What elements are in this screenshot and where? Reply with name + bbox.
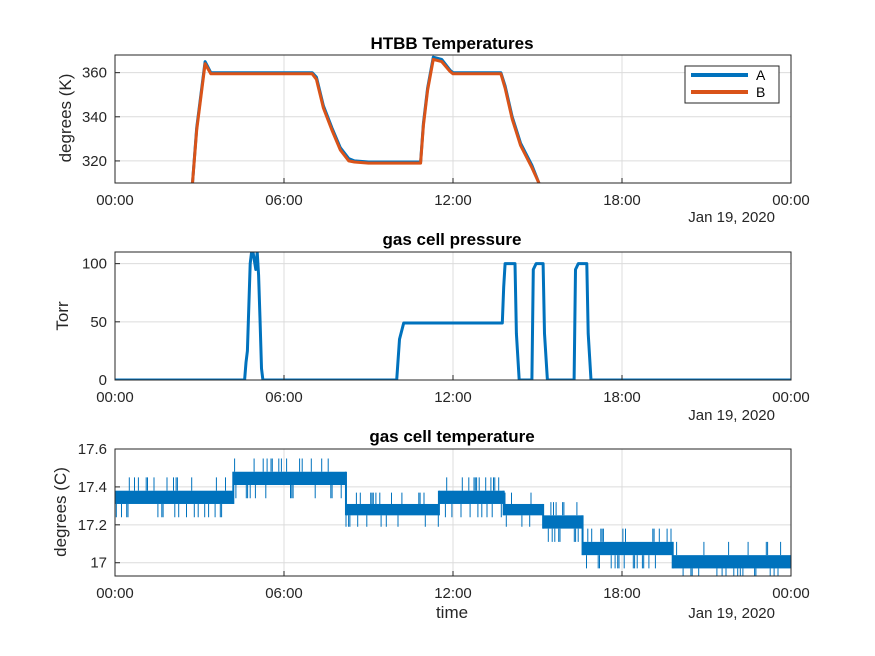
signal-noise xyxy=(115,477,226,518)
date-label: Jan 19, 2020 xyxy=(688,209,775,226)
signal-noise xyxy=(547,502,579,542)
x-tick-label: 00:00 xyxy=(96,389,134,406)
y-tick-label: 17 xyxy=(90,555,107,572)
signal-noise xyxy=(676,541,782,576)
x-tick-label: 12:00 xyxy=(434,192,472,209)
x-tick-label: 00:00 xyxy=(96,585,134,602)
signal-noise xyxy=(345,492,439,527)
ticks: 00:00 06:00 12:00 18:00 00:00 17 17.2 17.4 17.6 xyxy=(78,441,810,602)
x-tick-label: 00:00 xyxy=(772,389,810,406)
series-group xyxy=(115,252,791,380)
signal-noise xyxy=(444,477,502,518)
panel-title: gas cell temperature xyxy=(369,427,534,446)
signal-band xyxy=(345,503,439,516)
panel-gas-cell-temperature: gas cell temperature degrees (C) Jan 19,… xyxy=(51,427,810,622)
legend-box xyxy=(684,65,780,104)
y-tick-label: 17.2 xyxy=(78,517,107,534)
x-tick-label: 12:00 xyxy=(434,585,472,602)
panel-title: gas cell pressure xyxy=(383,230,522,249)
signal-noise xyxy=(504,492,532,527)
signal-band xyxy=(438,490,504,504)
date-label: Jan 19, 2020 xyxy=(688,407,775,424)
y-tick-label: 340 xyxy=(82,109,107,126)
signal-band xyxy=(543,515,583,529)
x-tick-label: 00:00 xyxy=(772,192,810,209)
series-0-line xyxy=(115,252,791,380)
legend: A B xyxy=(684,65,780,104)
y-tick-label: 360 xyxy=(82,65,107,82)
x-tick-label: 00:00 xyxy=(96,192,134,209)
y-tick-label: 100 xyxy=(82,256,107,273)
signal-band xyxy=(672,555,791,569)
signal-band xyxy=(115,490,234,504)
x-tick-label: 06:00 xyxy=(265,585,303,602)
series-group xyxy=(191,55,541,183)
legend-label-a: A xyxy=(756,67,766,83)
x-tick-label: 00:00 xyxy=(772,585,810,602)
series-b-line xyxy=(191,57,541,183)
x-tick-label: 06:00 xyxy=(265,192,303,209)
y-axis-label: degrees (K) xyxy=(56,74,75,163)
y-tick-label: 17.6 xyxy=(78,441,107,458)
x-tick-label: 06:00 xyxy=(265,389,303,406)
x-tick-label: 18:00 xyxy=(603,389,641,406)
legend-label-b: B xyxy=(756,84,765,100)
y-axis-label: Torr xyxy=(53,301,72,331)
signal-band xyxy=(233,471,346,486)
signal-band xyxy=(582,541,673,556)
date-label: Jan 19, 2020 xyxy=(688,605,775,622)
panel-htbb-temperatures: HTBB Temperatures degrees (K) Jan 19, 20… xyxy=(56,34,810,226)
y-tick-label: 320 xyxy=(82,153,107,170)
x-tick-label: 12:00 xyxy=(434,389,472,406)
ticks: 00:00 06:00 12:00 18:00 00:00 320 340 360 xyxy=(82,65,810,209)
x-axis-label: time xyxy=(436,603,468,622)
signal-band xyxy=(503,503,544,516)
signal-noise xyxy=(586,528,672,569)
x-tick-label: 18:00 xyxy=(603,192,641,209)
panel-gas-cell-pressure: gas cell pressure Torr Jan 19, 2020 00:0… xyxy=(53,230,810,424)
series-group xyxy=(115,458,791,576)
x-tick-label: 18:00 xyxy=(603,585,641,602)
y-tick-label: 50 xyxy=(90,314,107,331)
y-tick-label: 17.4 xyxy=(78,479,107,496)
y-axis-label: degrees (C) xyxy=(51,467,70,557)
signal-noise xyxy=(234,458,342,499)
y-tick-label: 0 xyxy=(99,372,107,389)
panel-title: HTBB Temperatures xyxy=(370,34,533,53)
